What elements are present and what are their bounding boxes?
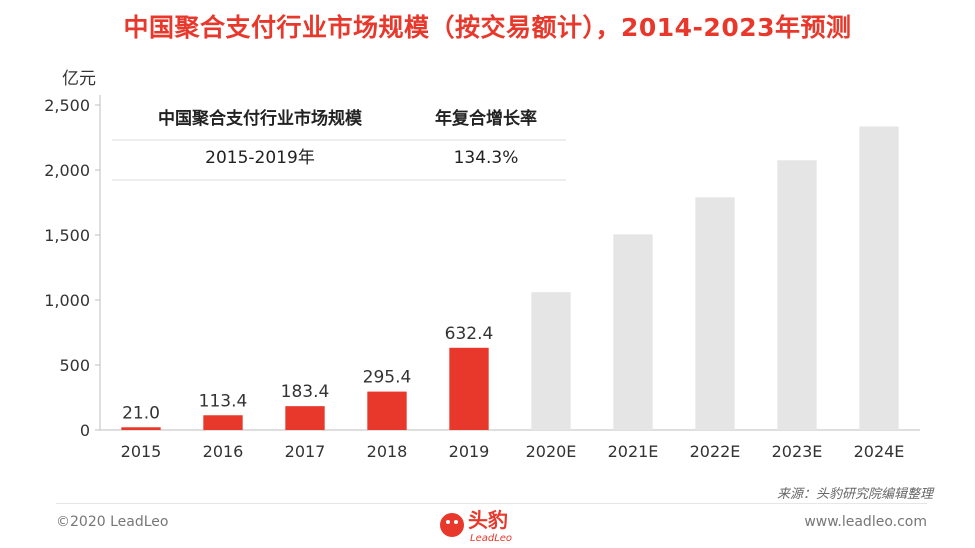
bar [449, 347, 489, 430]
copyright: ©2020 LeadLeo [56, 514, 169, 530]
bar [367, 391, 407, 430]
data-label: 183.4 [281, 382, 330, 402]
y-tick-label: 0 [80, 421, 90, 440]
y-tick-label: 500 [59, 356, 90, 375]
leopard-head-icon [440, 513, 464, 537]
y-axis-unit: 亿元 [62, 69, 96, 89]
cagr-header-market: 中国聚合支付行业市场规模 [158, 108, 363, 129]
x-tick-label: 2022E [690, 442, 741, 461]
cagr-period: 2015-2019年 [205, 148, 315, 168]
bar [203, 415, 243, 430]
bar [859, 126, 899, 430]
x-tick-label: 2015 [121, 442, 162, 461]
data-label: 21.0 [122, 403, 160, 423]
data-labels: 21.0 113.4 183.4 295.4 632.4 [122, 324, 493, 423]
cagr-header-rate: 年复合增长率 [435, 108, 537, 129]
bar [121, 427, 161, 430]
data-label: 632.4 [445, 324, 494, 344]
bar [285, 406, 325, 430]
cagr-table: 中国聚合支付行业市场规模 年复合增长率 2015-2019年 134.3% [112, 108, 566, 181]
leadleo-logo: 头豹 LeadLeo [440, 508, 512, 544]
data-label: 295.4 [363, 368, 412, 388]
bar [531, 292, 571, 430]
y-tick-label: 2,000 [44, 161, 90, 180]
cagr-value: 134.3% [454, 148, 519, 168]
bar [777, 160, 817, 430]
x-tick-label: 2023E [772, 442, 823, 461]
x-tick-label: 2016 [203, 442, 244, 461]
x-tick-label: 2018 [367, 442, 408, 461]
chart-title: 中国聚合支付行业市场规模（按交易额计），2014-2023年预测 [123, 13, 852, 42]
logo-subtext: LeadLeo [470, 533, 512, 544]
x-tick-label: 2024E [854, 442, 905, 461]
x-tick-label: 2019 [449, 442, 490, 461]
x-tick-label: 2021E [608, 442, 659, 461]
y-axis: 0 500 1,000 1,500 2,000 2,500 [44, 95, 101, 440]
x-axis: 2015 2016 2017 2018 2019 2020E 2021E 2022E 2023E… [100, 429, 920, 461]
bar-series [121, 126, 899, 430]
website-link[interactable]: www.leadleo.com [804, 514, 927, 530]
x-tick-label: 2017 [285, 442, 326, 461]
bar [695, 197, 735, 430]
logo-text: 头豹 [468, 508, 508, 532]
x-tick-label: 2020E [526, 442, 577, 461]
y-tick-label: 1,500 [44, 226, 90, 245]
y-tick-label: 2,500 [44, 96, 90, 115]
source-note: 来源：头豹研究院编辑整理 [776, 487, 933, 502]
bar-chart: 亿元 0 500 1,000 1,500 2,000 2,500 2015 2016 2017… [44, 69, 920, 461]
bar [613, 234, 653, 430]
data-label: 113.4 [199, 391, 248, 411]
footer-divider [56, 503, 927, 504]
y-tick-label: 1,000 [44, 291, 90, 310]
